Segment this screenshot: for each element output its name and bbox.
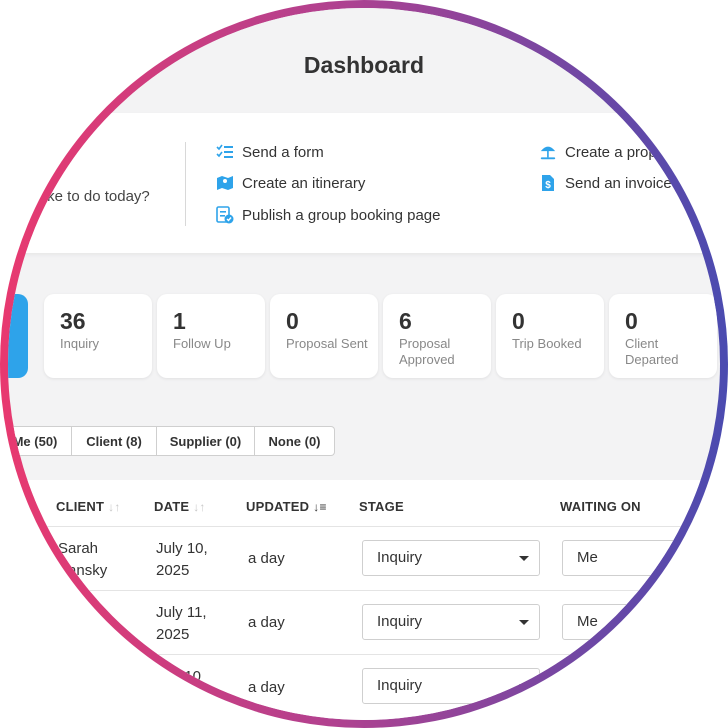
filter-none-button[interactable]: None (0): [255, 426, 335, 456]
stats-row: 36 Inquiry 1 Follow Up 0 Proposal Sent 6…: [8, 294, 720, 378]
stat-label: Trip Booked: [512, 336, 582, 351]
filter-supplier-button[interactable]: Supplier (0): [157, 426, 255, 456]
stage-value: Inquiry: [377, 677, 423, 694]
stage-value: Inquiry: [377, 613, 423, 630]
top-bar: Dashboard: [8, 8, 720, 110]
column-header-waiting-on: WAITING ON: [560, 499, 641, 514]
row-divider: [8, 590, 720, 591]
svg-text:$: $: [545, 180, 551, 191]
create-proposal-action[interactable]: Create a prop: [539, 143, 657, 161]
sort-icon: ↓↑: [193, 499, 206, 514]
stat-label: Inquiry: [60, 336, 100, 351]
stat-label: Follow Up: [173, 336, 231, 351]
filter-me-button[interactable]: Me (50): [8, 426, 72, 456]
stat-value: 1: [173, 308, 186, 334]
greeting-title: tt!: [26, 162, 44, 182]
date-cell: J..., 10: [156, 668, 202, 685]
create-proposal-label: Create a prop: [565, 143, 657, 161]
send-form-label: Send a form: [242, 143, 324, 161]
beach-umbrella-icon: [539, 143, 557, 161]
waiting-on-select[interactable]: Me: [562, 540, 684, 576]
send-invoice-action[interactable]: $ Send an invoice: [539, 174, 672, 192]
stat-label: Proposal Sent: [286, 336, 368, 351]
column-header-label: STAGE: [359, 499, 404, 514]
stage-select[interactable]: Inquiry: [362, 668, 540, 704]
stat-card-client-departed[interactable]: 0 Client Departed: [609, 294, 717, 378]
filter-client-button[interactable]: Client (8): [72, 426, 157, 456]
stat-value: 0: [625, 308, 638, 334]
column-header-updated[interactable]: UPDATED ↓≡: [246, 499, 327, 514]
waiting-on-filter-group: Me (50) Client (8) Supplier (0) None (0): [8, 426, 335, 456]
caret-down-icon: [519, 684, 529, 689]
stat-card-follow-up[interactable]: 1 Follow Up: [157, 294, 265, 378]
waiting-on-select[interactable]: Me: [562, 604, 684, 640]
send-form-action[interactable]: Send a form: [216, 143, 324, 161]
map-icon: [216, 174, 234, 192]
send-invoice-label: Send an invoice: [565, 174, 672, 192]
updated-cell: a day: [248, 614, 285, 631]
create-itinerary-action[interactable]: Create an itinerary: [216, 174, 365, 192]
stat-label: Proposal Approved: [399, 336, 455, 367]
waiting-on-value: Me: [577, 549, 598, 566]
checklist-icon: [216, 143, 234, 161]
column-header-label: CLIENT: [56, 499, 105, 514]
row-divider: [8, 654, 720, 655]
publish-group-label: Publish a group booking page: [242, 206, 441, 224]
stat-card-proposal-approved[interactable]: 6 Proposal Approved: [383, 294, 491, 378]
create-itinerary-label: Create an itinerary: [242, 174, 366, 192]
row-divider: [8, 526, 720, 527]
page-title: Dashboard: [303, 52, 425, 78]
stat-label: Client Departed: [625, 336, 679, 367]
sort-icon: ↓↑: [108, 499, 121, 514]
stage-select[interactable]: Inquiry: [362, 604, 540, 640]
stat-value: 0: [286, 308, 299, 334]
column-header-label: WAITING ON: [560, 499, 641, 514]
quick-actions-panel: [8, 113, 720, 253]
stat-value: 36: [60, 308, 86, 334]
column-header-label: UPDATED: [246, 499, 310, 514]
stat-value: 6: [399, 308, 412, 334]
waiting-on-value: Me: [577, 613, 598, 630]
client-name[interactable]: Sarah Kansky: [58, 540, 108, 579]
sort-desc-icon: ↓≡: [313, 499, 327, 514]
stat-card-inquiry[interactable]: 36 Inquiry: [44, 294, 152, 378]
stage-select[interactable]: Inquiry: [362, 540, 540, 576]
stat-value: 0: [512, 308, 525, 334]
publish-group-action[interactable]: Publish a group booking page: [216, 206, 441, 224]
column-header-stage: STAGE: [359, 499, 404, 514]
greeting-subtitle: d like to do today?: [28, 188, 150, 205]
stage-value: Inquiry: [377, 549, 423, 566]
stat-card-trip-booked[interactable]: 0 Trip Booked: [496, 294, 604, 378]
invoice-icon: $: [539, 174, 557, 192]
date-cell: July 11, 2025: [156, 604, 207, 643]
divider: [185, 142, 186, 226]
stat-card-proposal-sent[interactable]: 0 Proposal Sent: [270, 294, 378, 378]
caret-down-icon: [519, 620, 529, 625]
viewport: Dashboard tt! d like to do today? Send a…: [8, 8, 720, 720]
column-header-date[interactable]: DATE ↓↑: [154, 499, 206, 514]
column-header-client[interactable]: CLIENT ↓↑: [56, 499, 121, 514]
document-check-icon: [216, 206, 234, 224]
updated-cell: a day: [248, 550, 285, 567]
column-header-label: DATE: [154, 499, 190, 514]
updated-cell: a day: [248, 679, 285, 696]
caret-down-icon: [519, 556, 529, 561]
active-stat-card[interactable]: [8, 294, 28, 378]
date-cell: July 10, 2025: [156, 540, 208, 579]
